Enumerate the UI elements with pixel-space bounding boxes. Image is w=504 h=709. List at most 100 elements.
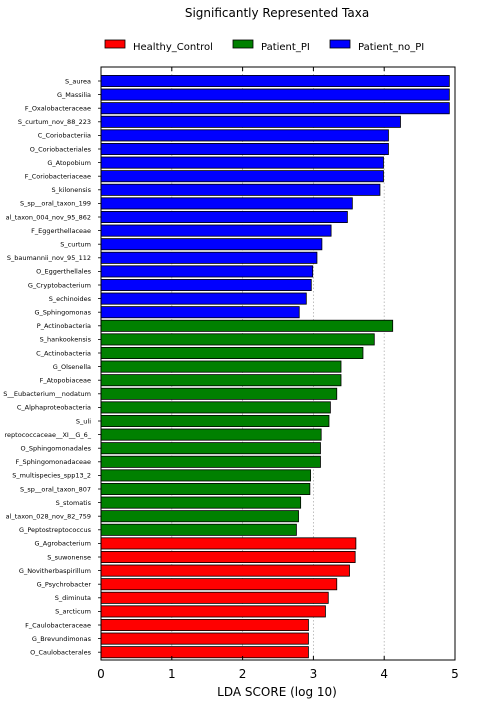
- bar: [100, 75, 450, 88]
- category-label: S_curtum: [60, 241, 91, 249]
- bar: [100, 414, 330, 427]
- chart-title: Significantly Represented Taxa: [185, 6, 369, 20]
- category-label: F_Caulobacteraceae: [25, 621, 91, 629]
- category-label: F_Oxalobacteraceae: [25, 105, 91, 113]
- legend-swatch: [104, 39, 126, 49]
- category-label: P_Actinobacteria: [37, 322, 91, 330]
- bar: [100, 306, 300, 319]
- x-tick-label: 4: [380, 667, 388, 681]
- bar: [100, 428, 322, 441]
- bar: [100, 551, 356, 564]
- legend-label: Patient_no_PI: [358, 42, 424, 53]
- category-label: S__Eubacterium__nodatum: [3, 390, 91, 398]
- bar: [100, 292, 307, 305]
- bar: [100, 523, 297, 536]
- bar: [100, 183, 381, 196]
- bar: [100, 170, 384, 183]
- bar: [100, 374, 342, 387]
- bar: [100, 619, 309, 632]
- x-axis-label: LDA SCORE (log 10): [217, 685, 337, 699]
- bar: [100, 102, 450, 115]
- category-label: S_stomatis: [56, 499, 92, 507]
- category-label: O_Sphingomonadales: [21, 445, 92, 453]
- category-label: G_Novitherbaspirillum: [19, 567, 91, 575]
- category-label: C_Coriobacteriia: [38, 132, 91, 140]
- category-label: S_echinoides: [49, 295, 92, 303]
- bar: [100, 482, 311, 495]
- category-label: G_Sphingomonas: [35, 309, 92, 317]
- category-label: F_Atopobiaceae: [40, 377, 91, 385]
- bar: [100, 346, 364, 359]
- category-label: S_diminuta: [55, 594, 91, 602]
- bar: [100, 210, 348, 223]
- category-label: S_sp__oral_taxon_199: [20, 200, 91, 208]
- bar: [100, 278, 312, 291]
- bar: [100, 156, 384, 169]
- bar: [100, 251, 318, 264]
- category-label: G_Brevundimonas: [32, 635, 92, 643]
- bar: [100, 142, 389, 155]
- bar: [100, 510, 299, 523]
- category-label: reptococcaceae__XI__G_6_: [5, 431, 92, 439]
- category-label: G_Atopobium: [47, 159, 91, 167]
- bar: [100, 197, 353, 210]
- bar: [100, 605, 326, 618]
- x-tick-label: 1: [168, 667, 176, 681]
- plot-frame: [100, 66, 456, 661]
- legend-label: Patient_PI: [261, 42, 310, 53]
- bar: [100, 88, 450, 101]
- category-label: G_Cryptobacterium: [28, 281, 91, 289]
- x-tick-label: 3: [310, 667, 318, 681]
- category-label: F_Sphingomonadaceae: [16, 458, 91, 466]
- legend-label: Healthy_Control: [133, 42, 213, 53]
- legend: Healthy_Control Patient_PI Patient_no_PI: [104, 39, 424, 53]
- bar: [100, 442, 321, 455]
- category-label: S_kilonensis: [51, 186, 91, 194]
- bar: [100, 387, 338, 400]
- category-label: G_Peptostreptococcus: [19, 526, 92, 534]
- x-tick-label: 2: [239, 667, 247, 681]
- x-tick-label: 0: [97, 667, 105, 681]
- bar: [100, 265, 314, 278]
- category-label: S_aurea: [65, 77, 91, 85]
- bar: [100, 319, 394, 332]
- category-label: O_Caulobacterales: [30, 649, 91, 657]
- legend-swatch: [329, 39, 351, 49]
- category-label: F_Coriobacteriaceae: [25, 173, 91, 181]
- category-label: al_taxon_028_nov_82_759: [6, 513, 91, 521]
- category-label: al_taxon_004_nov_95_862: [6, 213, 91, 221]
- category-label: S_arcticum: [55, 608, 91, 616]
- category-label: O_Coriobacteriales: [30, 145, 92, 153]
- category-label: S_sp__oral_taxon_807: [20, 485, 91, 493]
- bar: [100, 333, 375, 346]
- category-label: G_Olsenella: [53, 363, 91, 371]
- bar: [100, 646, 309, 659]
- bar: [100, 537, 357, 550]
- x-tick-label: 5: [451, 667, 459, 681]
- bar: [100, 632, 309, 645]
- bar: [100, 224, 332, 237]
- category-label: S_baumannii_nov_95_112: [7, 254, 91, 262]
- category-label: F_Eggerthellaceae: [31, 227, 91, 235]
- legend-swatch: [232, 39, 254, 49]
- bar: [100, 455, 321, 468]
- category-label: S_curtum_nov_88_223: [18, 118, 91, 126]
- bar: [100, 129, 389, 142]
- bar: [100, 496, 302, 509]
- bars: [100, 75, 450, 659]
- category-label: C_Actinobacteria: [36, 349, 91, 357]
- category-label: S_uli: [76, 417, 91, 425]
- category-label: S_suwonense: [47, 553, 91, 561]
- bar: [100, 360, 342, 373]
- bar: [100, 564, 350, 577]
- bar: [100, 469, 311, 482]
- bar: [100, 591, 329, 604]
- bar: [100, 238, 323, 251]
- category-label: S_multispecies_spp13_2: [12, 472, 91, 480]
- category-label: G_Massilia: [57, 91, 91, 99]
- x-axis-ticks: 0 1 2 3 4 5: [97, 67, 459, 681]
- bar: [100, 578, 338, 591]
- category-labels: S_aurea G_Massilia F_Oxalobacteraceae S_cur…: [3, 77, 101, 657]
- bar: [100, 401, 331, 414]
